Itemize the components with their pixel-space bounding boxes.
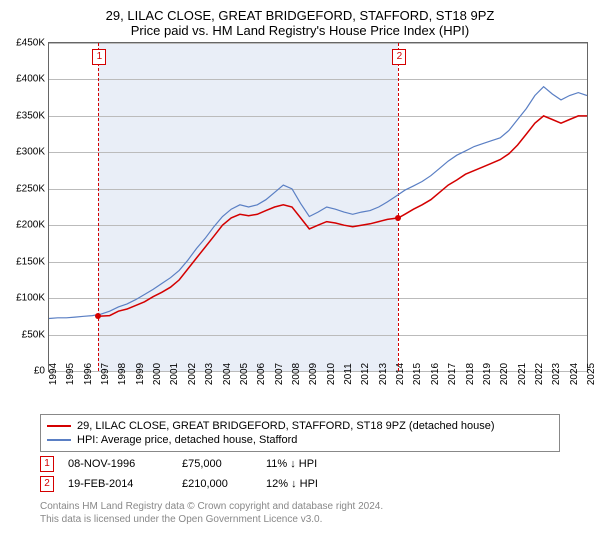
chart-container: 29, LILAC CLOSE, GREAT BRIDGEFORD, STAFF… [0,0,600,560]
legend-swatch [47,439,71,441]
y-axis-label: £100K [16,293,45,304]
x-axis-label: 2025 [586,363,597,385]
sale-diff: 11% ↓ HPI [266,458,356,470]
legend-label: HPI: Average price, detached house, Staf… [77,434,297,446]
chart-lines [49,43,587,371]
sale-date: 08-NOV-1996 [68,458,168,470]
sale-row: 1 08-NOV-1996 £75,000 11% ↓ HPI [40,456,560,472]
sale-diff: 12% ↓ HPI [266,478,356,490]
series-hpi [49,87,587,319]
y-axis-label: £350K [16,110,45,121]
y-axis-label: £50K [22,329,45,340]
sale-marker-box: 1 [92,49,106,65]
legend: 29, LILAC CLOSE, GREAT BRIDGEFORD, STAFF… [40,414,560,452]
y-axis-label: £450K [16,38,45,49]
sale-date: 19-FEB-2014 [68,478,168,490]
sale-price: £210,000 [182,478,252,490]
legend-label: 29, LILAC CLOSE, GREAT BRIDGEFORD, STAFF… [77,420,495,432]
chart-title: 29, LILAC CLOSE, GREAT BRIDGEFORD, STAFF… [0,0,600,23]
x-axis-labels: 1994199519961997199819992000200120022003… [48,372,588,408]
legend-item: HPI: Average price, detached house, Staf… [47,433,553,447]
chart-subtitle: Price paid vs. HM Land Registry's House … [0,23,600,42]
sale-row: 2 19-FEB-2014 £210,000 12% ↓ HPI [40,476,560,492]
footer-line: This data is licensed under the Open Gov… [40,513,560,526]
y-axis-label: £400K [16,74,45,85]
series-property [99,116,588,316]
chart-plot-area: £0£50K£100K£150K£200K£250K£300K£350K£400… [48,42,588,372]
sale-row-marker: 2 [40,476,54,492]
sale-row-marker: 1 [40,456,54,472]
y-axis-label: £150K [16,256,45,267]
legend-swatch [47,425,71,427]
sales-list: 1 08-NOV-1996 £75,000 11% ↓ HPI 2 19-FEB-2014… [0,456,600,492]
y-axis-label: £0 [34,366,45,377]
sale-marker-box: 2 [392,49,406,65]
footer: Contains HM Land Registry data © Crown c… [40,500,560,526]
legend-item: 29, LILAC CLOSE, GREAT BRIDGEFORD, STAFF… [47,419,553,433]
sale-price: £75,000 [182,458,252,470]
footer-line: Contains HM Land Registry data © Crown c… [40,500,560,513]
y-axis-label: £300K [16,147,45,158]
y-axis-label: £200K [16,220,45,231]
y-axis-label: £250K [16,183,45,194]
